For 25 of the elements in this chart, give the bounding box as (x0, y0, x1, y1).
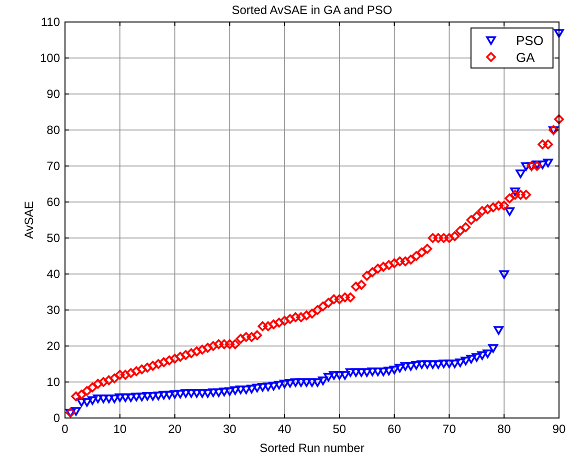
y-axis-title: AvSAE (22, 201, 36, 239)
y-tick-label: 50 (46, 231, 60, 245)
y-tick-label: 10 (46, 375, 60, 389)
x-tick-label: 0 (62, 422, 69, 436)
y-tick-label: 40 (46, 267, 60, 281)
x-axis-title: Sorted Run number (260, 441, 364, 455)
x-tick-label: 90 (552, 422, 566, 436)
x-tick-label: 80 (497, 422, 512, 436)
x-tick-label: 20 (168, 422, 182, 436)
y-tick-label: 60 (46, 195, 60, 209)
x-tick-label: 10 (113, 422, 127, 436)
x-tick-label: 60 (388, 422, 402, 436)
chart-title: Sorted AvSAE in GA and PSO (232, 3, 392, 17)
x-tick-label: 70 (442, 422, 456, 436)
y-tick-label: 90 (46, 87, 60, 101)
y-tick-label: 0 (53, 411, 60, 425)
y-tick-label: 70 (46, 159, 60, 173)
x-tick-label: 50 (332, 422, 346, 436)
x-tick-label: 40 (278, 422, 292, 436)
y-tick-label: 20 (46, 339, 60, 353)
y-tick-label: 80 (46, 123, 60, 137)
y-tick-label: 100 (40, 51, 60, 65)
y-tick-label: 30 (46, 303, 60, 317)
x-tick-label: 30 (222, 422, 237, 436)
y-tick-label: 110 (40, 15, 60, 29)
